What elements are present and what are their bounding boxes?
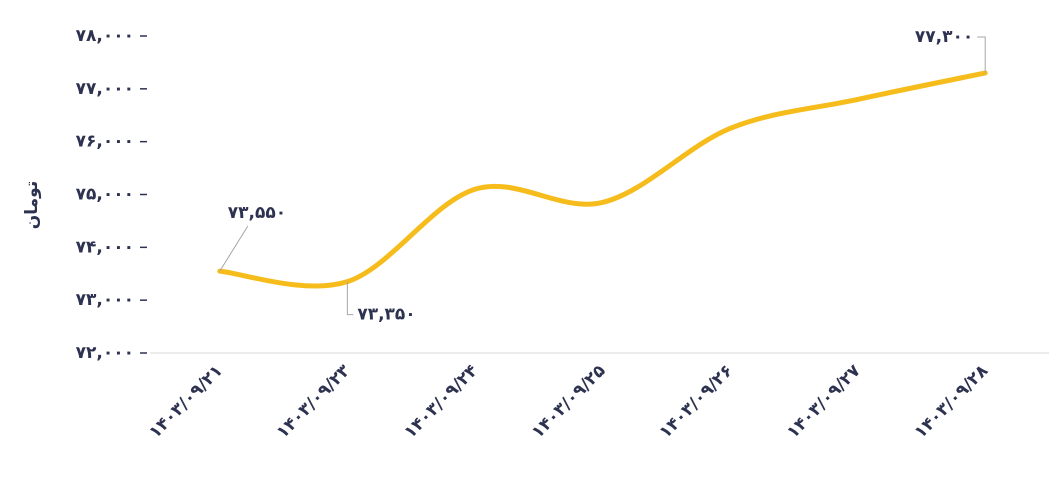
leader-line [346, 281, 354, 316]
y-tick-label: ۷۴,۰۰۰ [76, 237, 134, 257]
x-tick-label: ۱۴۰۳/۰۹/۲۴ [400, 361, 482, 443]
y-axis-title: تومان [22, 181, 42, 229]
x-tick-label: ۱۴۰۳/۰۹/۲۳ [273, 360, 355, 442]
y-tick-label: ۷۸,۰۰۰ [76, 26, 134, 46]
line [217, 70, 988, 289]
leader-line [219, 225, 249, 272]
x-tick-label: ۱۴۰۳/۰۹/۲۱ [145, 361, 227, 443]
x-tick-label: ۱۴۰۳/۰۹/۲۶ [656, 361, 738, 443]
x-tick-label: ۱۴۰۳/۰۹/۲۸ [911, 360, 993, 442]
data-label: ۷۳,۵۵۰ [228, 203, 286, 223]
y-tick-label: ۷۶,۰۰۰ [76, 132, 134, 152]
y-tick-label: ۷۷,۰۰۰ [76, 79, 134, 99]
y-tick-label: ۷۳,۰۰۰ [76, 290, 134, 310]
leader-line [977, 36, 986, 73]
x-tick-label: ۱۴۰۳/۰۹/۲۵ [528, 361, 610, 443]
data-label: ۷۳,۳۵۰ [357, 305, 415, 325]
y-tick-label: ۷۵,۰۰۰ [76, 185, 134, 205]
x-tick-label: ۱۴۰۳/۰۹/۲۷ [783, 360, 865, 442]
y-tick-label: ۷۲,۰۰۰ [76, 343, 134, 363]
data-label: ۷۷,۳۰۰ [915, 27, 973, 47]
